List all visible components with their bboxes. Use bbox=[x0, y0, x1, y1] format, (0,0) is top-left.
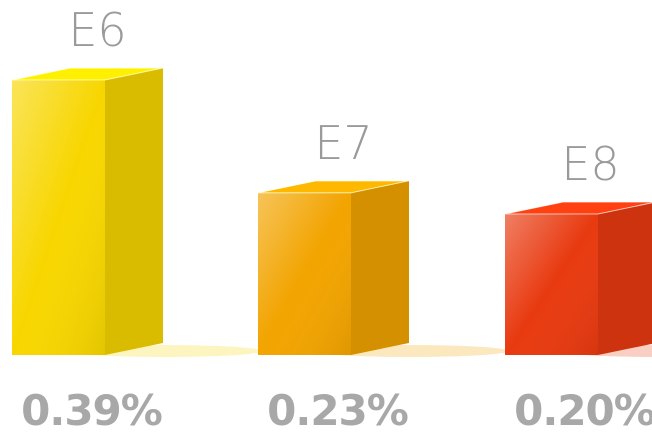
value-label: 0.23% bbox=[267, 386, 408, 435]
bar-highlight bbox=[12, 80, 105, 355]
bar-highlight bbox=[258, 192, 351, 355]
category-label: E8 bbox=[561, 137, 619, 191]
bar-top bbox=[257, 180, 410, 194]
bar-highlight bbox=[505, 213, 598, 355]
bar-side bbox=[351, 180, 409, 355]
value-label: 0.20% bbox=[514, 386, 652, 435]
bar-side bbox=[598, 202, 652, 355]
bar-top bbox=[11, 67, 164, 81]
bar-top bbox=[504, 201, 652, 215]
category-label: E7 bbox=[314, 116, 372, 170]
bar-side bbox=[105, 68, 163, 355]
value-label: 0.39% bbox=[21, 386, 162, 435]
category-label: E6 bbox=[68, 3, 126, 57]
